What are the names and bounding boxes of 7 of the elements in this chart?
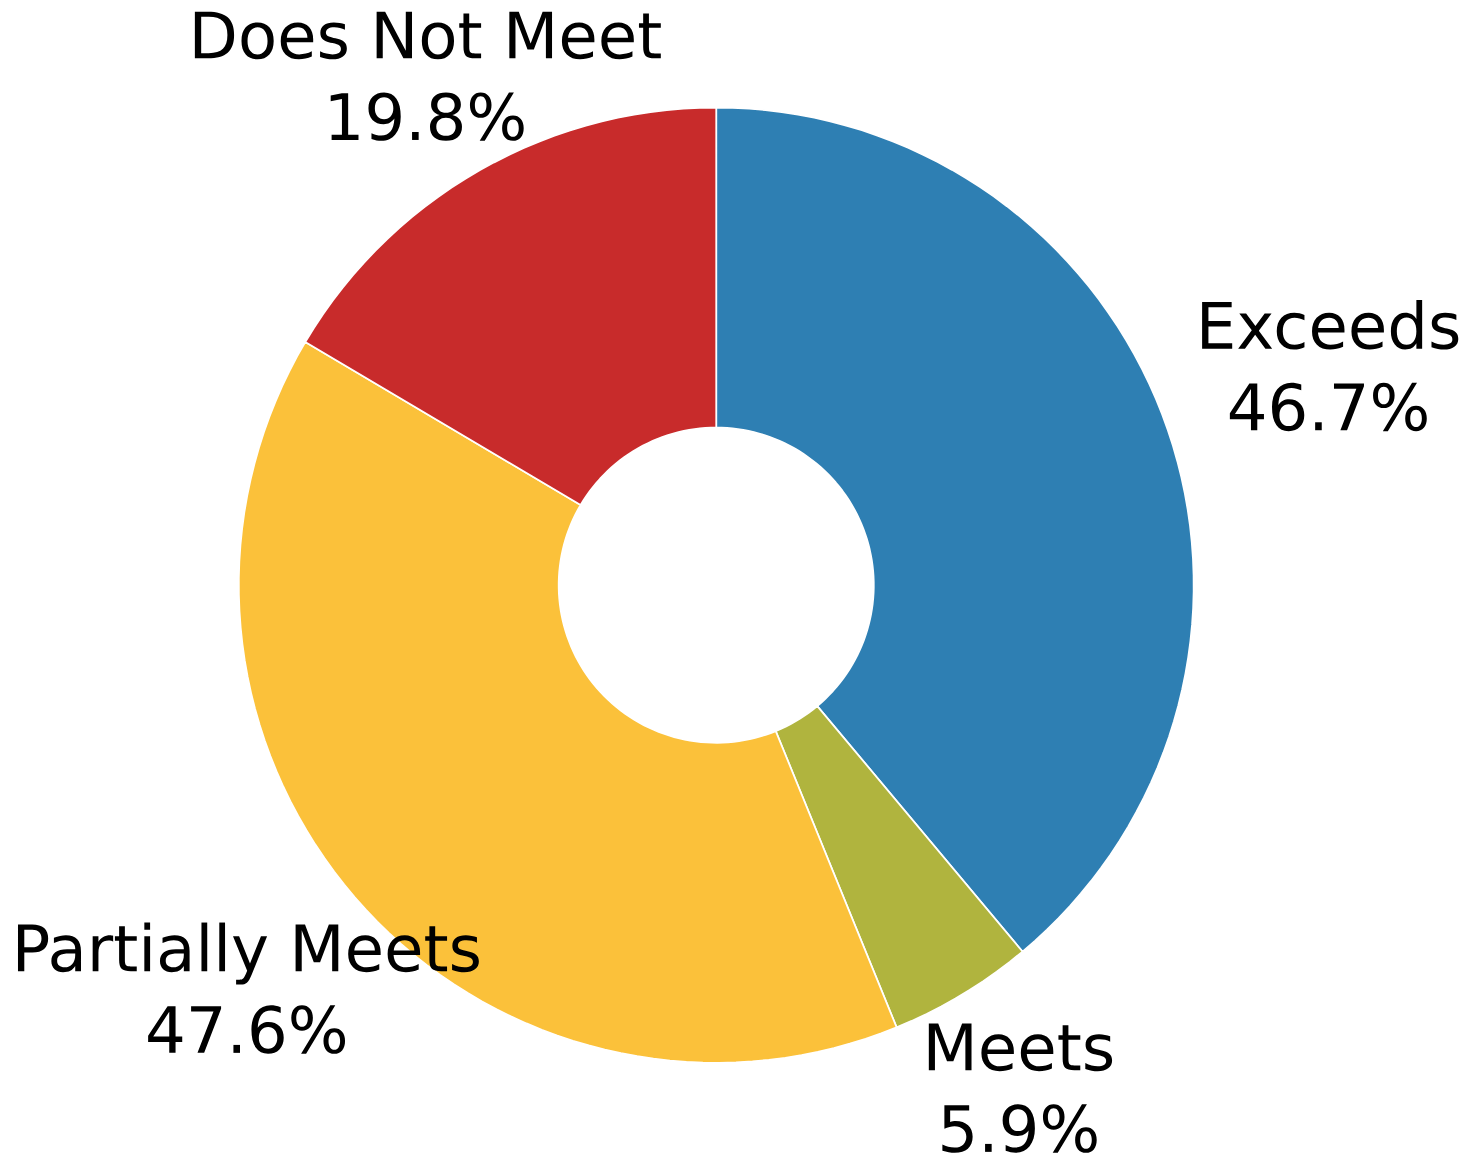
data-label: 19.8% (330, 92, 524, 141)
slice-label: Exceeds (1202, 299, 1459, 350)
slice-label: Meets (928, 1023, 1113, 1071)
slice-label: Does Not Meet (194, 11, 661, 60)
data-label: 5.9% (942, 1104, 1097, 1153)
data-label: 46.7% (1229, 382, 1427, 431)
data-label: 47.6% (148, 1005, 346, 1054)
